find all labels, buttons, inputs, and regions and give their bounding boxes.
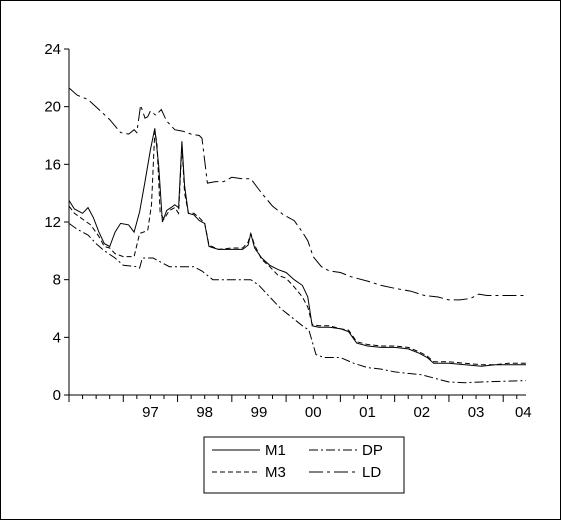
y-tick-label: 20 (44, 99, 61, 116)
series-line-dp (68, 222, 527, 384)
series-line-ld (68, 87, 526, 301)
y-tick-label: 12 (44, 214, 61, 231)
series-line-m3 (68, 131, 526, 366)
legend-label-m1: M1 (265, 442, 286, 459)
x-tick-label: 04 (515, 404, 532, 421)
legend-label-dp: DP (362, 442, 383, 459)
x-tick-label: 01 (359, 404, 376, 421)
x-tick-label: 03 (468, 404, 485, 421)
y-tick-label: 0 (53, 387, 61, 404)
legend: M1 DP M3 LD (203, 436, 405, 494)
x-tick-label: 97 (142, 404, 159, 421)
legend-box (203, 436, 405, 494)
x-tick-label: 02 (413, 404, 430, 421)
y-tick-label: 24 (44, 41, 61, 58)
x-tick-label: 98 (196, 404, 213, 421)
y-tick-label: 8 (53, 272, 61, 289)
series-line-m1 (68, 128, 526, 367)
legend-label-ld: LD (362, 464, 381, 481)
legend-label-m3: M3 (265, 464, 286, 481)
y-tick-label: 16 (44, 156, 61, 173)
x-tick-label: 99 (251, 404, 268, 421)
y-tick-label: 4 (53, 329, 61, 346)
x-tick-label: 00 (305, 404, 322, 421)
